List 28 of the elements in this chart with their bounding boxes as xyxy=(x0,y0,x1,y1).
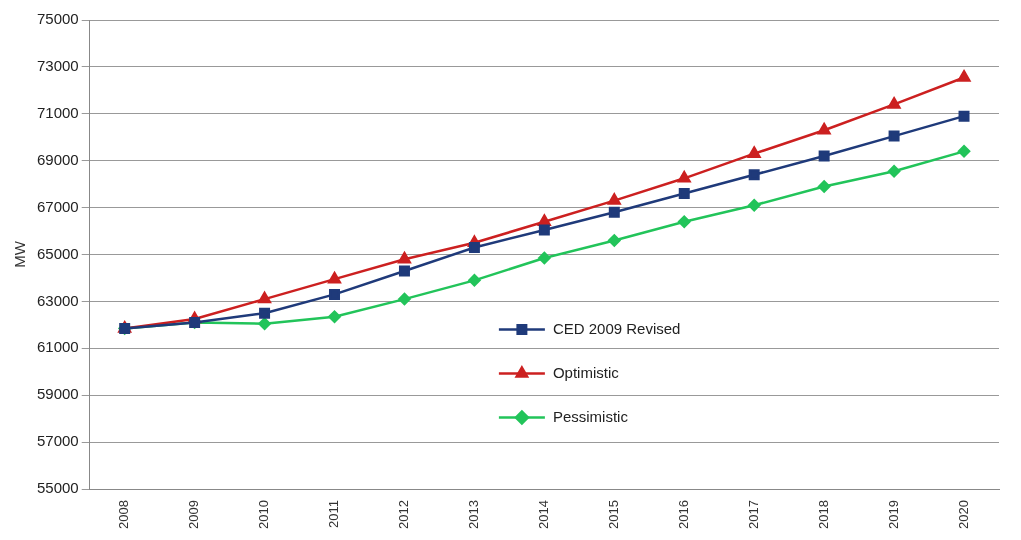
x-tick-label: 2010 xyxy=(256,500,272,529)
x-tick-label: 2017 xyxy=(745,500,761,529)
x-tick-label: 2019 xyxy=(885,500,901,529)
x-tick-label: 2016 xyxy=(675,500,691,529)
x-tick-label: 2015 xyxy=(605,500,621,529)
y-tick-label: 67000 xyxy=(36,197,79,215)
x-tick-label: 2014 xyxy=(535,500,551,529)
x-tick-label: 2008 xyxy=(116,500,132,529)
y-tick-label: 59000 xyxy=(36,385,79,403)
y-tick-label: 69000 xyxy=(36,150,79,168)
x-tick-label: 2011 xyxy=(326,500,342,529)
y-tick-label: 65000 xyxy=(36,244,79,262)
legend-label: Pessimistic xyxy=(552,407,629,425)
x-tick-label: 2009 xyxy=(186,500,202,529)
y-tick-label: 63000 xyxy=(36,291,79,309)
x-tick-label: 2012 xyxy=(396,500,412,529)
y-tick-label: 57000 xyxy=(36,432,79,450)
y-tick-label: 71000 xyxy=(36,103,79,121)
x-tick-label: 2013 xyxy=(465,500,481,529)
y-tick-label: 55000 xyxy=(36,479,79,497)
x-tick-label: 2018 xyxy=(815,500,831,529)
y-tick-label: 75000 xyxy=(36,10,79,28)
x-tick-label: 2020 xyxy=(955,500,971,529)
y-tick-label: 73000 xyxy=(36,57,79,75)
y-axis-title: MW xyxy=(11,240,29,268)
y-tick-label: 61000 xyxy=(36,338,79,356)
legend-label: Optimistic xyxy=(552,363,620,381)
legend-label: CED 2009 Revised xyxy=(552,319,681,337)
